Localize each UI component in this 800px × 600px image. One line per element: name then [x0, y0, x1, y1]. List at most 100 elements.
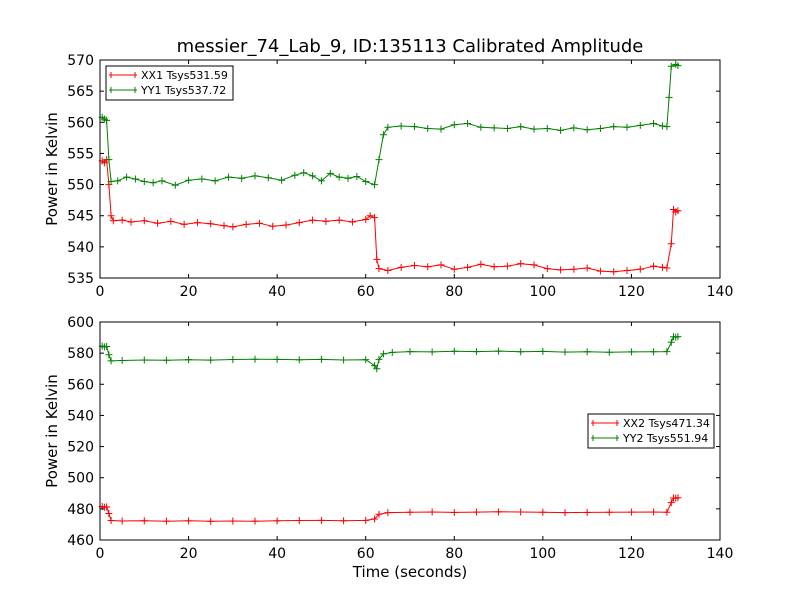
data-point [335, 173, 343, 181]
data-point [379, 131, 387, 139]
x-tick-label: 80 [445, 284, 463, 300]
data-point [636, 121, 644, 129]
legend-marker [591, 420, 619, 426]
data-point [627, 348, 635, 356]
data-point [596, 125, 604, 133]
y-tick-label: 560 [67, 115, 94, 131]
data-point [663, 508, 671, 516]
x-tick-label: 80 [445, 546, 463, 562]
data-point [424, 263, 432, 271]
data-point [198, 175, 206, 183]
data-point [295, 517, 303, 525]
data-point [674, 207, 682, 215]
data-point [335, 216, 343, 224]
x-tick-label: 100 [529, 284, 556, 300]
x-tick-label: 0 [96, 284, 105, 300]
data-point [583, 126, 591, 134]
data-point [105, 156, 113, 164]
y-tick-label: 500 [67, 471, 94, 487]
data-point [373, 365, 381, 373]
data-point [397, 122, 405, 130]
data-point [224, 173, 232, 181]
data-point [326, 169, 334, 177]
data-point [388, 348, 396, 356]
data-point [131, 175, 139, 183]
data-point [561, 348, 569, 356]
data-point [362, 215, 370, 223]
data-point [251, 517, 259, 525]
y-axis-label: Power in Kelvin [43, 112, 61, 226]
data-point [185, 517, 193, 525]
y-axis-label: Power in Kelvin [43, 374, 61, 488]
data-point [674, 62, 682, 70]
data-point [185, 176, 193, 184]
data-point [663, 348, 671, 356]
x-tick-label: 120 [618, 546, 645, 562]
data-point [530, 125, 538, 133]
data-point [557, 266, 565, 274]
data-point [406, 348, 414, 356]
data-point [167, 217, 175, 225]
data-point [291, 171, 299, 179]
axes-frame [99, 321, 721, 541]
data-point [539, 347, 547, 355]
y-tick-label: 570 [67, 53, 94, 69]
data-point [103, 116, 111, 124]
data-point [674, 333, 682, 341]
legend-marker [591, 435, 619, 441]
data-point [220, 222, 228, 230]
data-point [623, 123, 631, 131]
y-tick-label: 560 [67, 377, 94, 393]
data-point [344, 174, 352, 182]
data-point [375, 510, 383, 518]
data-point [379, 350, 387, 358]
data-point [650, 120, 658, 128]
data-point [667, 499, 675, 507]
data-point [340, 356, 348, 364]
data-point [282, 221, 290, 229]
data-point [107, 357, 115, 365]
data-point [517, 348, 525, 356]
data-point [450, 347, 458, 355]
x-tick-label: 120 [618, 284, 645, 300]
data-point [158, 177, 166, 185]
data-point [207, 356, 215, 364]
data-point [424, 125, 432, 133]
data-point [162, 517, 170, 525]
data-point [127, 218, 135, 226]
data-point [362, 356, 370, 364]
y-tick-label: 520 [67, 440, 94, 456]
data-point [539, 508, 547, 516]
data-point [410, 262, 418, 270]
data-point [154, 219, 162, 227]
data-point [114, 177, 122, 185]
axes-frame [99, 59, 721, 279]
data-point [490, 124, 498, 132]
series-xx-1 [98, 156, 682, 276]
x-axis-label: Time (seconds) [352, 563, 468, 581]
data-point [663, 264, 671, 272]
y-tick-label: 460 [67, 533, 94, 549]
data-point [140, 177, 148, 185]
data-point [107, 212, 115, 220]
data-point [610, 123, 618, 131]
data-point [123, 173, 131, 181]
data-point [353, 172, 361, 180]
data-point [517, 123, 525, 131]
data-point [317, 177, 325, 185]
data-point [149, 179, 157, 187]
data-point [171, 181, 179, 189]
data-point [238, 174, 246, 182]
legend-label: YY1 Tsys537.72 [140, 84, 226, 97]
series-xx-2 [98, 494, 682, 525]
data-point [406, 508, 414, 516]
data-point [103, 342, 111, 350]
data-point [384, 509, 392, 517]
y-tick-label: 550 [67, 178, 94, 194]
data-point [495, 347, 503, 355]
x-tick-label: 40 [268, 546, 286, 562]
data-point [610, 268, 618, 276]
data-point [636, 265, 644, 273]
data-point [180, 220, 188, 228]
y-tick-label: 580 [67, 346, 94, 362]
